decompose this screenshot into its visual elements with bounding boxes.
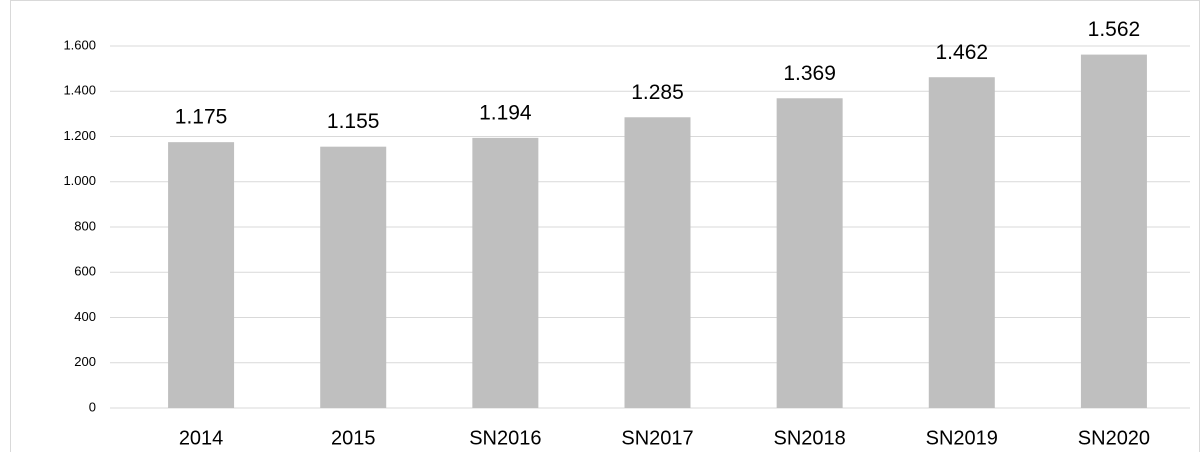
y-tick-label: 1.600 [63, 37, 96, 52]
y-tick-label: 1.000 [63, 173, 96, 188]
y-tick-label: 800 [74, 218, 96, 233]
bar [472, 137, 539, 409]
y-tick-label: 400 [74, 309, 96, 324]
x-tick-label: SN2016 [469, 427, 541, 449]
value-label: 1.285 [631, 81, 684, 104]
x-tick-label: SN2017 [621, 427, 693, 449]
y-tick-label: 1.200 [63, 128, 96, 143]
x-tick-label: 2014 [179, 427, 224, 449]
x-tick-label: SN2019 [926, 427, 998, 449]
value-label: 1.175 [175, 106, 228, 129]
bar [776, 98, 843, 409]
y-tick-label: 600 [74, 264, 96, 279]
x-tick-label: SN2018 [774, 427, 846, 449]
y-tick-label: 1.400 [63, 83, 96, 98]
bar [1080, 54, 1147, 408]
bar [928, 77, 995, 408]
value-label: 1.369 [783, 62, 836, 85]
value-label: 1.462 [936, 41, 989, 64]
bar [320, 146, 387, 408]
value-label: 1.562 [1088, 18, 1141, 41]
y-tick-label: 0 [89, 399, 96, 414]
value-label: 1.155 [327, 110, 380, 133]
value-label: 1.194 [479, 101, 532, 124]
bar [168, 142, 235, 408]
x-tick-label: 2015 [331, 427, 376, 449]
x-tick-label: SN2020 [1078, 427, 1150, 449]
bar [624, 117, 691, 409]
y-tick-label: 200 [74, 354, 96, 369]
